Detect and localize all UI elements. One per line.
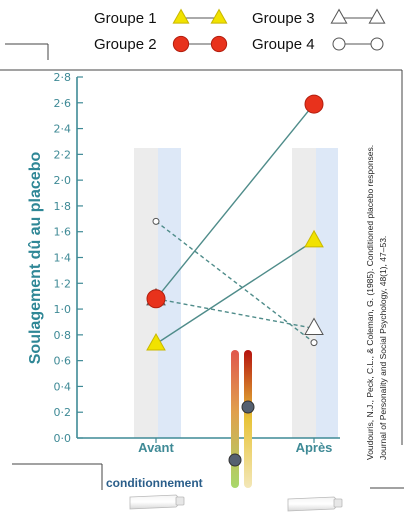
y-tick-label: 0·6 xyxy=(54,355,72,368)
conditioning-knob-lower xyxy=(228,453,242,467)
conditioning-bar-right xyxy=(244,350,252,488)
legend-marker xyxy=(172,8,190,24)
band-apres-grey xyxy=(292,148,316,438)
data-point xyxy=(304,94,324,114)
y-tick-label: 2·8 xyxy=(54,71,72,84)
band-apres-blue xyxy=(316,148,338,438)
conditioning-bar-left xyxy=(231,350,239,488)
legend-marker xyxy=(172,35,190,53)
legend-item: Groupe 3 xyxy=(252,8,386,27)
y-tick-label: 2·2 xyxy=(54,148,72,161)
legend-label: Groupe 3 xyxy=(252,10,315,27)
series-layer xyxy=(146,94,324,351)
citation-line-1: Voudouris, N.J., Peck, C.L., & Coleman, … xyxy=(365,145,375,460)
series-line xyxy=(155,220,315,344)
legend-item: Groupe 4 xyxy=(252,36,384,53)
x-tick-label: Avant xyxy=(138,440,174,455)
series-line xyxy=(155,240,315,345)
y-tick-label: 1·6 xyxy=(54,226,72,239)
y-ticks: 0·0 0·2 0·4 0·6 0·8 1·0 1·2 1·4 1·6 1·8 2·0 2·2 2·4 2… xyxy=(54,71,83,445)
y-tick-label: 2·0 xyxy=(54,174,72,187)
y-tick-label: 1·4 xyxy=(54,252,72,265)
cream-tube-left xyxy=(129,494,185,510)
conditioning-label: conditionnement xyxy=(106,476,203,490)
legend-label: Groupe 2 xyxy=(94,36,157,53)
y-tick-label: 0·4 xyxy=(54,380,72,393)
data-point xyxy=(304,317,324,335)
legend-marker xyxy=(370,37,384,51)
series-line xyxy=(155,103,315,300)
legend-label: Groupe 4 xyxy=(252,36,315,53)
legend-marker xyxy=(330,8,348,24)
x-tick-label: Après xyxy=(296,440,333,455)
band-avant-blue xyxy=(158,148,181,438)
legend: Groupe 1 Groupe 2 Groupe 3 Groupe 4 xyxy=(94,8,386,53)
y-tick-label: 2·6 xyxy=(54,97,72,110)
data-point xyxy=(146,289,166,309)
conditioning-bars xyxy=(228,350,255,488)
shaded-bands xyxy=(134,148,338,438)
y-tick-label: 1·0 xyxy=(54,303,72,316)
y-tick-label: 0·0 xyxy=(54,432,72,445)
x-ticks: Avant Après xyxy=(138,438,332,455)
data-point xyxy=(310,339,318,347)
y-tick-label: 0·8 xyxy=(54,329,72,342)
legend-label: Groupe 1 xyxy=(94,10,157,27)
series-4 xyxy=(152,217,318,347)
series-line xyxy=(155,298,315,330)
legend-marker xyxy=(210,8,228,24)
series-2 xyxy=(146,94,324,309)
y-tick-label: 0·2 xyxy=(54,406,72,419)
legend-marker xyxy=(368,8,386,24)
data-point xyxy=(152,217,160,225)
data-point xyxy=(146,332,166,351)
y-tick-label: 2·4 xyxy=(54,123,72,136)
citation-line-2: Journal of Personality and Social Psycho… xyxy=(378,236,388,460)
y-tick-label: 1·8 xyxy=(54,200,72,213)
y-tick-label: 1·2 xyxy=(54,277,72,290)
legend-marker xyxy=(332,37,346,51)
frame-lines xyxy=(0,43,404,490)
legend-item: Groupe 2 xyxy=(94,35,228,53)
series-1 xyxy=(146,229,324,351)
legend-marker xyxy=(210,35,228,53)
cream-tube-right xyxy=(287,496,343,512)
conditioning-knob-upper xyxy=(241,400,255,414)
legend-item: Groupe 1 xyxy=(94,8,228,27)
y-axis-title: Soulagement dû au placebo xyxy=(27,152,44,365)
data-point xyxy=(304,229,324,248)
